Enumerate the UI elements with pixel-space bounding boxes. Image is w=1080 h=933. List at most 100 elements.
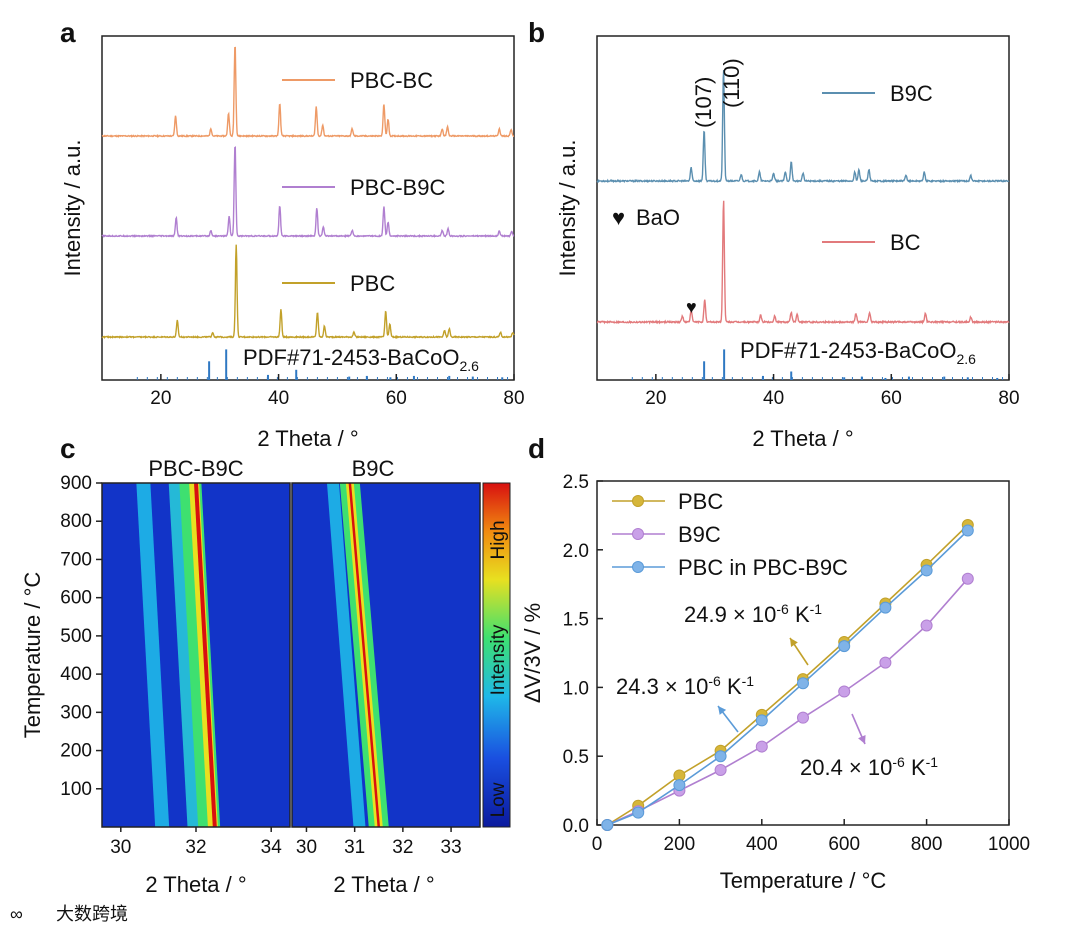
panel-b-frame — [596, 35, 1010, 381]
data-point — [755, 740, 768, 753]
panel-label-a: a — [60, 17, 76, 48]
annot-b9c: 20.4 × 10-6 K-1 — [800, 754, 938, 780]
panel-a-reference-label: PDF#71-2453-BaCoO2.6 — [243, 345, 479, 374]
series-line-b9c — [606, 578, 969, 826]
y-tick-label: 200 — [60, 741, 92, 762]
x-tick-label: 200 — [664, 834, 696, 855]
data-point — [920, 564, 933, 577]
panel-b-legend-b9c: B9C — [890, 81, 933, 106]
data-point — [632, 806, 645, 819]
x-tick-label: 31 — [344, 837, 365, 858]
data-point — [961, 524, 974, 537]
watermark: 大数跨境 — [56, 904, 128, 924]
xrd-pattern-pbc — [101, 244, 515, 340]
legend-marker — [632, 561, 644, 573]
heart-icon: ♥ — [686, 297, 697, 317]
legend-pbc: PBC — [678, 489, 723, 514]
panel-d-expansion: 0 200 400 600 800 1000 0.0 0.5 1.0 1.5 2.0 2.5 PBC … — [520, 472, 1030, 893]
panel-b-legend-bc: BC — [890, 230, 921, 255]
x-tick-label: 60 — [386, 388, 407, 409]
annot-pbc-in: 24.3 × 10-6 K-1 — [616, 673, 754, 699]
panel-b-annot-107: (107) — [691, 77, 716, 128]
data-point — [879, 601, 892, 614]
legend-pbc-in-pbc-b9c: PBC in PBC-B9C — [678, 555, 848, 580]
y-tick-label: 1.5 — [563, 610, 589, 631]
legend-marker — [632, 528, 644, 540]
data-point — [920, 619, 933, 632]
y-tick-label: 2.0 — [563, 541, 589, 562]
panel-a-xrd: 20 40 60 80 PBC-BC PBC-B9C PBC PDF#71-2453-… — [60, 35, 525, 451]
x-tick-label: 34 — [261, 837, 283, 858]
x-tick-label: 30 — [110, 837, 131, 858]
x-tick-label: 400 — [746, 834, 778, 855]
panel-c-xlabel-2: 2 Theta / ° — [333, 872, 434, 897]
x-tick-label: 0 — [592, 834, 603, 855]
panel-a-frame — [101, 35, 515, 381]
heart-icon: ♥ — [612, 205, 625, 230]
heatmap-side-band — [326, 483, 366, 827]
panel-a-legend-pbc-b9c: PBC-B9C — [350, 175, 445, 200]
watermark-logo-icon: ∞ — [10, 904, 23, 924]
x-tick-label: 800 — [911, 834, 943, 855]
y-tick-label: 800 — [60, 511, 92, 532]
xrd-pattern-b9c — [596, 69, 1010, 184]
data-point — [797, 677, 809, 690]
panel-b-xlabel: 2 Theta / ° — [752, 426, 853, 451]
y-tick-label: 2.5 — [563, 472, 589, 493]
y-tick-label: 600 — [60, 588, 92, 609]
y-tick-label: 300 — [60, 702, 92, 723]
panel-c-title-2: B9C — [352, 456, 395, 481]
y-tick-label: 900 — [60, 473, 92, 494]
x-tick-label: 1000 — [988, 834, 1030, 855]
heatmap-peak-ridge — [194, 483, 217, 827]
data-point — [797, 711, 809, 724]
panel-d-legend: PBC B9C PBC in PBC-B9C — [612, 489, 848, 580]
heatmap-bands — [136, 483, 221, 827]
heatmap-side-band — [136, 483, 170, 827]
x-tick-label: 80 — [998, 388, 1019, 409]
data-point — [714, 750, 727, 763]
panel-a-legend-pbc-bc: PBC-BC — [350, 68, 433, 93]
y-tick-label: 100 — [60, 779, 92, 800]
arrow-icon — [858, 735, 866, 744]
panel-b-xrd: 20 40 60 80 B9C BC (107) (110) ♥ BaO ♥ PDF#… — [555, 35, 1020, 451]
data-point — [714, 763, 727, 776]
panel-b-reference-label: PDF#71-2453-BaCoO2.6 — [740, 338, 976, 367]
panel-c-xlabel-1: 2 Theta / ° — [145, 872, 246, 897]
panel-label-d: d — [528, 433, 545, 464]
data-point — [879, 656, 892, 669]
panel-label-c: c — [60, 433, 76, 464]
data-point — [838, 640, 851, 653]
series-line-pbc — [606, 524, 969, 826]
panel-b-annot-110: (110) — [719, 58, 744, 108]
panel-a-legend-pbc: PBC — [350, 271, 395, 296]
colorbar-intensity: Intensity — [488, 624, 509, 695]
colorbar-high: High — [488, 520, 509, 559]
legend-b9c: B9C — [678, 522, 721, 547]
x-tick-label: 600 — [828, 834, 860, 855]
xrd-pattern-bc — [596, 200, 1010, 325]
x-tick-label: 80 — [503, 388, 524, 409]
panel-c-heatmaps: 30 32 34 30 31 32 33 100 200 300 400 500 600 700 800 90… — [20, 456, 511, 897]
data-point — [601, 819, 614, 831]
series-line-pbc-in-pbc-b9c — [607, 529, 969, 826]
panel-d-frame — [596, 480, 1010, 826]
panel-c-ylabel: Temperature / °C — [20, 572, 45, 739]
xrd-pattern-pbc-bc — [101, 46, 515, 139]
colorbar-low: Low — [488, 782, 509, 817]
y-tick-label: 700 — [60, 549, 92, 570]
legend-marker — [632, 495, 644, 507]
data-point — [961, 572, 974, 585]
y-tick-label: 1.0 — [563, 678, 589, 699]
xrd-pattern-pbc-b9c — [101, 146, 515, 239]
heatmap-peak-ridge — [348, 483, 381, 827]
panel-b-ylabel: Intensity / a.u. — [555, 140, 580, 277]
heatmap-bands — [326, 483, 389, 827]
y-tick-label: 0.5 — [563, 747, 589, 768]
panel-label-b: b — [528, 17, 545, 48]
arrow-icon — [718, 706, 727, 715]
panel-a-xlabel: 2 Theta / ° — [257, 426, 358, 451]
x-tick-label: 30 — [296, 837, 317, 858]
data-point — [838, 685, 851, 698]
